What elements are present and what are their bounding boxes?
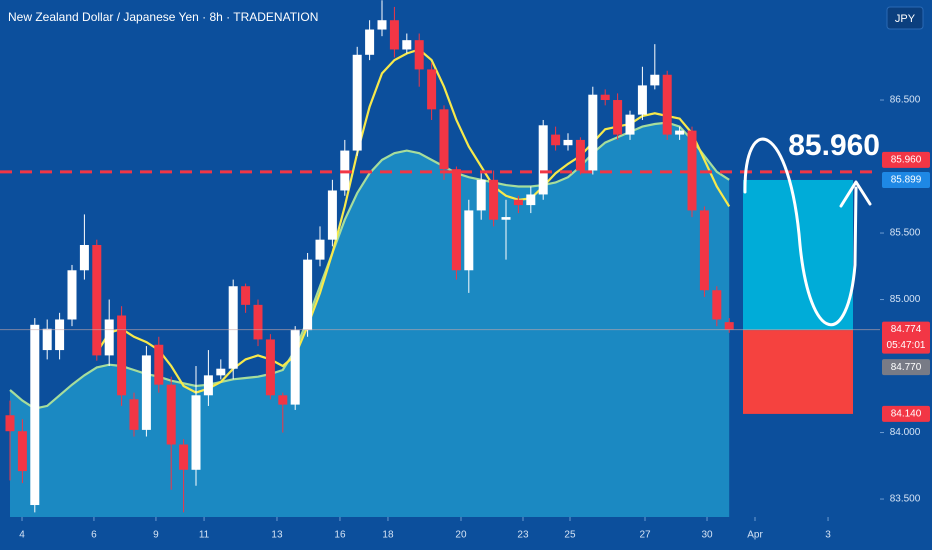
candle-body [427,69,437,110]
candle-body [265,339,275,396]
loss-zone [743,330,853,414]
candle-body [513,199,523,206]
candle-body [290,330,300,405]
candle-body [439,109,449,170]
candle-body [365,29,375,55]
x-tick-label: 11 [199,530,210,541]
candle-body [575,139,585,171]
candle-body [55,319,65,351]
currency-button[interactable] [886,6,924,30]
candle-body [67,270,77,320]
candle-body [216,368,226,376]
candle-body [650,74,660,86]
candle-body [712,290,722,320]
candle-body [451,169,461,271]
candle-body [724,322,734,330]
x-tick-label: 9 [153,530,159,541]
candle-body [699,210,709,291]
profit-zone [743,179,853,331]
target-callout: 85.960 [788,129,880,162]
x-tick-label: 23 [517,530,529,541]
candle-body [166,384,176,445]
candle-body [79,244,89,271]
candle-body [588,94,598,171]
candle-body [687,130,697,211]
x-tick-label: 4 [19,530,25,541]
candle-body [30,324,40,506]
candle-body [600,94,610,101]
candle-body [203,375,213,396]
candle-body [241,286,251,305]
price-tag [882,359,930,376]
price-tag [882,151,930,168]
chart-title: New Zealand Dollar / Japanese Yen · 8h ·… [8,10,318,24]
candle-body [551,134,561,146]
x-tick-label: Apr [747,530,763,541]
y-tick-label: 85.500 [890,228,921,239]
candle-body [563,139,573,146]
price-tag [882,171,930,188]
hand-drawn-arrow [743,137,872,327]
price-tag-label: 84.774 [891,324,922,335]
candle-body [613,100,623,135]
candle-body [538,125,548,195]
x-tick-label: 25 [564,530,576,541]
candle-body [501,217,511,220]
price-tag-label: 84.140 [891,409,922,420]
candle-body [414,40,424,70]
candle-body [625,114,635,135]
x-tick-label: 20 [455,530,467,541]
x-tick-label: 6 [91,530,97,541]
y-tick-label: 86.500 [890,95,921,106]
candle-body [352,54,362,151]
candle-body [228,286,238,369]
candle-body [42,328,52,351]
candle-body [476,179,486,211]
candle-body [637,85,647,115]
countdown-label: 05:47:01 [887,340,926,351]
price-tag [882,405,930,422]
candle-body [526,194,536,206]
candle-body [17,431,27,472]
candle-body [675,130,685,135]
candle-body [662,74,672,135]
area [10,122,730,517]
candle-body [129,399,139,430]
candle-body [154,344,164,385]
x-tick-label: 13 [271,530,283,541]
x-tick-label: 30 [701,530,713,541]
x-tick-label: 16 [334,530,346,541]
candle-body [92,244,102,356]
y-tick-label: 85.000 [890,294,921,305]
candle-body [5,415,15,432]
candle-body [253,304,263,340]
x-tick-label: 27 [639,530,651,541]
candle-body [402,40,412,50]
candle-body [303,259,313,331]
plot-area [0,0,880,517]
candle-body [141,355,151,430]
candle-body [377,20,387,30]
candle-body [278,395,288,405]
candle-body [327,190,337,240]
currency-label[interactable]: JPY [895,13,916,25]
candle-body [104,319,114,356]
ma-line [95,48,731,394]
price-tag-label: 85.960 [891,154,922,165]
candle-body [315,239,325,260]
price-tag-label: 85.899 [891,175,922,186]
y-tick-label: 84.000 [890,427,921,438]
candle-body [191,395,201,470]
candle-body [464,210,474,271]
price-tag [882,321,930,354]
x-tick-label: 3 [825,530,831,541]
candle-body [179,444,189,470]
price-tag-label: 84.770 [891,362,922,373]
y-tick-label: 83.500 [890,494,921,505]
candle-body [489,179,499,220]
x-tick-label: 18 [382,530,394,541]
candle-body [389,20,399,50]
candle-body [117,315,127,396]
